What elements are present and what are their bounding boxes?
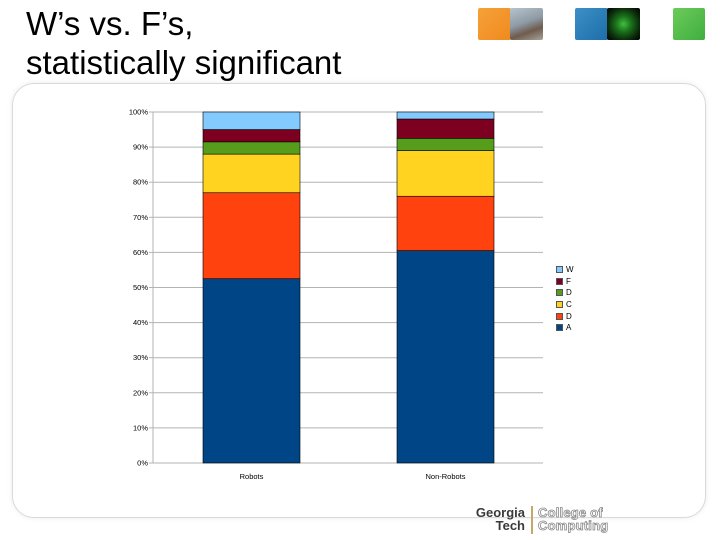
y-tick-label: 80% [133,178,148,187]
y-tick-label: 40% [133,318,148,327]
x-category-label: Robots [240,472,264,481]
legend-swatch [556,277,563,285]
y-tick-label: 30% [133,353,148,362]
legend-item: D [556,287,574,299]
slide-title-line-2: statistically significant [26,44,342,81]
legend-label: D [566,288,572,298]
network-photo-image [607,8,640,40]
chart-axes: 0% 10% 20% 30% 40% 50% 60% 70% 80% 90% 100% Robots N… [129,108,466,482]
orange-tile-image [478,8,511,40]
legend-item: W [556,264,574,276]
legend-item: F [556,276,574,288]
legend-label: D [566,311,572,321]
bar-segment [396,150,495,197]
bar-segment [202,153,301,194]
logo-georgia-tech-text: Georgia Tech [461,506,525,532]
legend-label: A [566,323,572,333]
bar-segment [202,129,301,143]
bar-segment [396,138,495,151]
y-tick-label: 0% [137,459,148,468]
y-tick-label: 50% [133,283,148,292]
legend-item: D [556,310,574,322]
legend-item: A [556,322,574,334]
y-tick-label: 20% [133,388,148,397]
y-tick-label: 90% [133,143,148,152]
bar-segment [202,141,301,155]
content-frame [12,83,706,518]
legend-swatch [556,324,563,332]
logo-line-computing: Computing [538,518,609,533]
legend-swatch [556,312,563,320]
logo-college-text: College of Computing [538,505,609,533]
y-tick-label: 60% [133,248,148,257]
legend-label: F [566,276,571,286]
georgia-tech-logo: Georgia Tech College of Computing [461,506,621,536]
legend-swatch [556,301,563,309]
bar-segment [396,195,495,251]
y-tick-label: 70% [133,213,148,222]
y-tick-label: 10% [133,423,148,432]
legend-item: C [556,299,574,311]
logo-line-georgia: Georgia [475,505,525,520]
legend-swatch [556,289,563,297]
slide-title-line-1: W’s vs. F’s, [26,5,194,42]
bar-segment [396,111,495,120]
legend-label: C [566,300,572,310]
logo-line-college-of: College of [538,505,603,520]
bar-segment [202,192,301,280]
bar-segment [202,111,301,130]
legend-label: W [566,265,574,275]
x-category-label: Non-Robots [425,472,465,481]
blue-tile-image [575,8,608,40]
legend-swatch [556,266,563,274]
chart-bars [202,111,495,464]
bar-segment [396,250,495,464]
slide-title: W’s vs. F’s, statistically significant [26,4,466,82]
green-tile-image [673,8,705,40]
logo-line-tech: Tech [495,518,525,533]
campus-photo-image [510,8,543,40]
bar-segment [396,118,495,139]
y-tick-label: 100% [129,108,149,117]
bar-segment [202,278,301,464]
logo-divider [531,506,533,534]
